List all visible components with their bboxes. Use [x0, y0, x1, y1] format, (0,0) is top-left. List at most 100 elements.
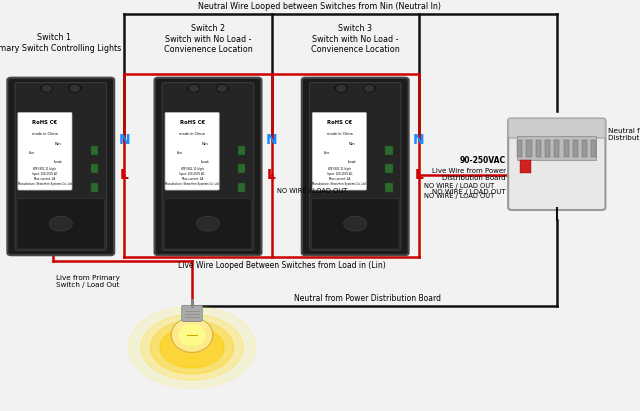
Text: WIFI 802.11 b/g/n: WIFI 802.11 b/g/n [180, 168, 204, 171]
Ellipse shape [179, 324, 205, 346]
FancyBboxPatch shape [8, 78, 115, 255]
Text: Nin: Nin [349, 142, 356, 145]
Circle shape [189, 85, 198, 91]
Text: NO WIRE / LOAD OUT: NO WIRE / LOAD OUT [424, 193, 494, 199]
Circle shape [364, 85, 375, 92]
Bar [545, 140, 550, 157]
Circle shape [160, 327, 224, 368]
Bar [91, 183, 99, 192]
FancyBboxPatch shape [302, 78, 409, 255]
Bar [517, 136, 596, 160]
Bar [582, 140, 588, 157]
Bar [91, 146, 99, 155]
Text: WIFI 802.11 b/g/n: WIFI 802.11 b/g/n [328, 168, 351, 171]
Text: NO WIRE / LOAD OUT: NO WIRE / LOAD OUT [277, 188, 347, 194]
Text: Lout: Lout [348, 160, 356, 164]
Circle shape [188, 85, 200, 92]
Text: made in China: made in China [326, 132, 352, 136]
Bar [91, 164, 99, 173]
Bar [385, 164, 393, 173]
FancyBboxPatch shape [508, 118, 605, 138]
FancyBboxPatch shape [165, 113, 219, 190]
Text: Lout: Lout [200, 160, 209, 164]
Text: Live Wire from Power
Distribution Board: Live Wire from Power Distribution Board [431, 168, 506, 181]
Text: Switch 2
Switch with No Load -
Convienence Location: Switch 2 Switch with No Load - Convienen… [164, 24, 252, 54]
Circle shape [196, 216, 220, 231]
Text: NO WIRE / LOAD OUT: NO WIRE / LOAD OUT [432, 189, 506, 195]
Text: 90-250VAC: 90-250VAC [460, 156, 506, 164]
Text: Input: 100-250V AC: Input: 100-250V AC [326, 173, 352, 176]
Circle shape [337, 85, 346, 91]
Circle shape [69, 85, 81, 92]
Circle shape [216, 85, 228, 92]
Text: Lout: Lout [53, 160, 62, 164]
Circle shape [41, 85, 52, 92]
Text: Live Wire Looped Between Switches from Load in (Lin): Live Wire Looped Between Switches from L… [178, 261, 385, 270]
Text: Switch 1
Primary Switch Controlling Lights: Switch 1 Primary Switch Controlling Ligh… [0, 33, 121, 53]
Bar [573, 140, 578, 157]
Circle shape [128, 306, 256, 388]
Circle shape [42, 85, 51, 91]
Bar [591, 140, 596, 157]
Circle shape [49, 216, 72, 231]
Circle shape [218, 85, 227, 91]
Circle shape [150, 321, 234, 374]
FancyBboxPatch shape [17, 198, 105, 249]
Bar [238, 164, 246, 173]
Bar [238, 146, 246, 155]
Text: WIFI 802.11 b/g/n: WIFI 802.11 b/g/n [33, 168, 56, 171]
Text: Neutral from Power
Distribution Board: Neutral from Power Distribution Board [608, 128, 640, 141]
Text: Nin: Nin [54, 142, 61, 145]
Text: NO WIRE / LOAD OUT: NO WIRE / LOAD OUT [424, 183, 494, 189]
Text: Lin: Lin [323, 151, 330, 155]
Ellipse shape [172, 317, 212, 353]
Bar [520, 160, 531, 173]
Text: Lin: Lin [176, 151, 182, 155]
FancyBboxPatch shape [155, 78, 262, 255]
Text: Neutral Wire Looped between Switches from Nin (Neutral In): Neutral Wire Looped between Switches fro… [198, 2, 442, 12]
Text: N: N [413, 133, 425, 147]
Text: Manufacture: Shenzhen Systems Co.,Ltd: Manufacture: Shenzhen Systems Co.,Ltd [18, 182, 72, 186]
Text: Live from Primary
Switch / Load Out: Live from Primary Switch / Load Out [56, 275, 120, 288]
Bar [526, 140, 531, 157]
FancyBboxPatch shape [312, 198, 399, 249]
Text: Max.current: 2A: Max.current: 2A [329, 178, 350, 181]
Text: RoHS C€: RoHS C€ [327, 120, 352, 125]
Text: Manufacture: Shenzhen Systems Co.,Ltd: Manufacture: Shenzhen Systems Co.,Ltd [312, 182, 366, 186]
Text: RoHS C€: RoHS C€ [180, 120, 205, 125]
Bar [564, 140, 569, 157]
Text: L: L [268, 168, 276, 182]
Bar [385, 146, 393, 155]
Text: Input: 100-250V AC: Input: 100-250V AC [179, 173, 205, 176]
FancyBboxPatch shape [164, 198, 252, 249]
Bar [554, 140, 559, 157]
Circle shape [70, 85, 79, 91]
FancyBboxPatch shape [15, 83, 106, 250]
Text: Max.current: 2A: Max.current: 2A [35, 178, 56, 181]
Text: N: N [266, 133, 278, 147]
Text: RoHS C€: RoHS C€ [33, 120, 58, 125]
Text: made in China: made in China [179, 132, 205, 136]
Circle shape [344, 216, 367, 231]
Text: Manufacture: Shenzhen Systems Co.,Ltd: Manufacture: Shenzhen Systems Co.,Ltd [165, 182, 219, 186]
FancyBboxPatch shape [310, 83, 401, 250]
FancyBboxPatch shape [508, 119, 605, 210]
Text: N: N [118, 133, 131, 147]
Text: Switch 3
Switch with No Load -
Convienence Location: Switch 3 Switch with No Load - Convienen… [311, 24, 399, 54]
Circle shape [365, 85, 374, 91]
FancyBboxPatch shape [182, 305, 202, 321]
Text: Input: 100-250V AC: Input: 100-250V AC [32, 173, 58, 176]
FancyBboxPatch shape [163, 83, 254, 250]
Bar [536, 140, 541, 157]
Text: made in China: made in China [32, 132, 58, 136]
Bar [385, 183, 393, 192]
FancyBboxPatch shape [312, 113, 366, 190]
Text: Lin: Lin [29, 151, 35, 155]
Bar [238, 183, 246, 192]
Text: L: L [120, 168, 129, 182]
Text: Max.current: 2A: Max.current: 2A [182, 178, 203, 181]
Text: L: L [415, 168, 423, 182]
Text: Neutral from Power Distribution Board: Neutral from Power Distribution Board [294, 294, 442, 303]
Circle shape [335, 85, 347, 92]
Circle shape [141, 314, 243, 380]
